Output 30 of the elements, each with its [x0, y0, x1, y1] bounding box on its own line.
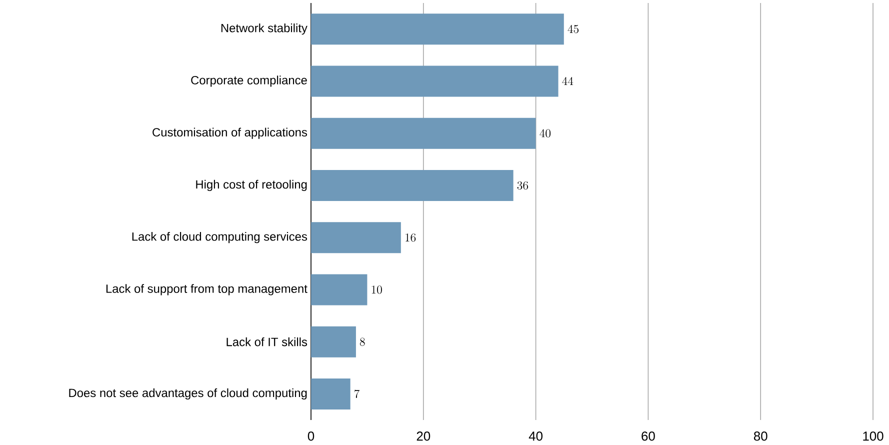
x-tick-label: 60: [642, 432, 655, 441]
data-label: 7: [354, 390, 360, 398]
x-tick-label: 100: [863, 432, 884, 441]
y-tick-label: Lack of support from top management: [106, 284, 308, 296]
bar: [311, 378, 350, 410]
y-tick-label: Network stability: [221, 24, 308, 35]
data-label: 44: [562, 76, 574, 86]
y-tick-label: Customisation of applications: [152, 128, 308, 139]
data-label: 45: [568, 24, 579, 34]
data-label: 16: [406, 233, 416, 242]
y-tick-label: Does not see advantages of cloud computing: [69, 388, 307, 400]
bar: [311, 170, 514, 201]
y-tick-label: Corporate compliance: [191, 76, 307, 87]
data-label: 40: [540, 129, 551, 138]
x-tick-label: 80: [754, 432, 768, 441]
y-tick-label: Lack of IT skills: [226, 337, 308, 346]
bar: [311, 14, 564, 45]
bar: [311, 66, 558, 97]
bar: [311, 274, 368, 306]
bar: [311, 118, 536, 149]
data-label: 10: [372, 286, 382, 294]
y-tick-label: High cost of retooling: [196, 180, 307, 192]
bar: [311, 222, 401, 254]
data-label: 8: [360, 338, 365, 346]
y-tick-label: Lack of cloud computing services: [132, 232, 308, 244]
x-tick-label: 20: [416, 432, 430, 441]
x-tick-label: 40: [528, 432, 543, 441]
bar: [311, 326, 356, 358]
data-label: 36: [517, 181, 528, 190]
x-tick-label: 0: [308, 432, 314, 441]
